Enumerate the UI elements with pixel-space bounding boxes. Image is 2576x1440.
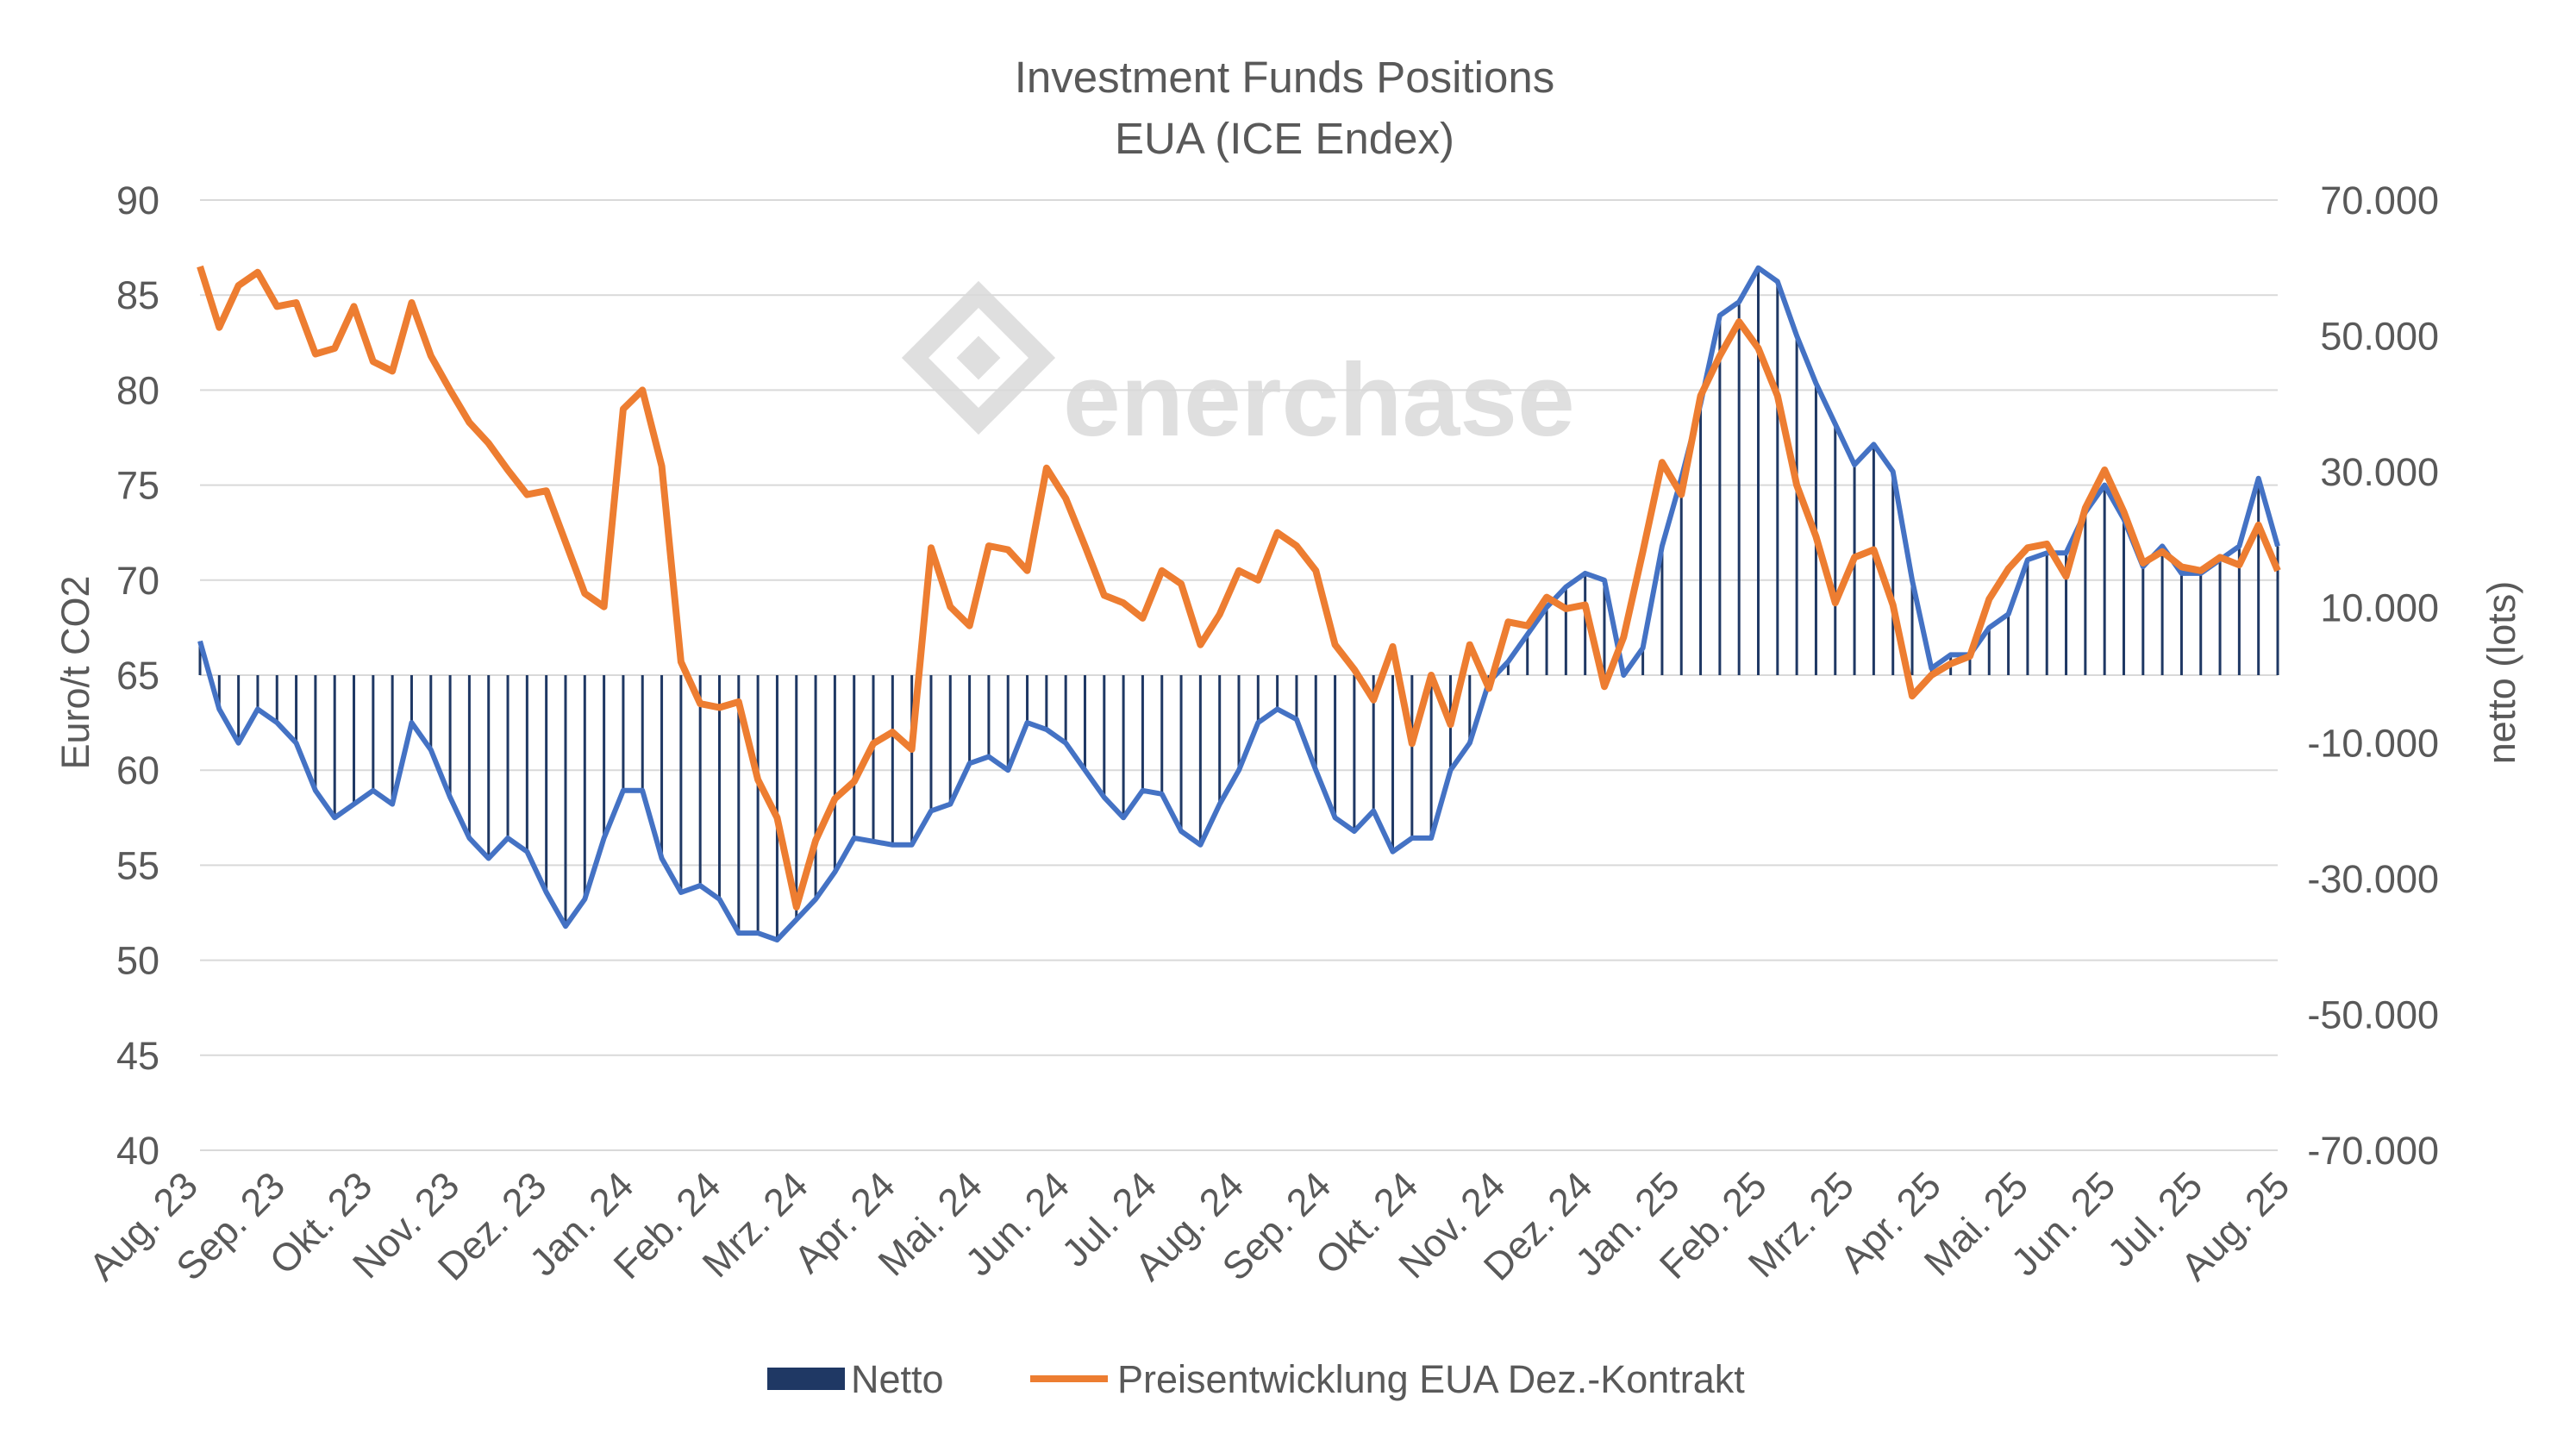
netto-bars: [198, 267, 2279, 940]
series-lines: [197, 265, 2281, 942]
right-tick-label: 70.000: [2320, 178, 2439, 222]
right-axis-title: netto (lots): [2479, 581, 2523, 765]
left-tick-label: 50: [116, 939, 159, 983]
enerchase-logo-wordmark: enerchase: [1063, 342, 1575, 458]
legend-netto-label: Netto: [851, 1357, 944, 1401]
left-tick-label: 75: [116, 464, 159, 508]
right-tick-label: 50.000: [2320, 314, 2439, 358]
left-tick-label: 85: [116, 273, 159, 317]
chart-title-line-1: Investment Funds Positions: [1015, 53, 1554, 102]
left-tick-label: 40: [116, 1129, 159, 1173]
right-tick-label: -10.000: [2307, 722, 2439, 766]
left-tick-label: 65: [116, 654, 159, 698]
price-line: [197, 265, 2281, 911]
left-tick-label: 60: [116, 748, 159, 792]
left-tick-label: 55: [116, 843, 159, 887]
right-axis-ticks: -70.000 -50.000 -30.000 -10.000 10.000 30.000…: [2307, 178, 2439, 1173]
left-tick-label: 90: [116, 178, 159, 222]
left-axis-ticks: 40 45 50 55 60 65 70 75 80 85 90: [116, 178, 159, 1173]
netto-line: [197, 265, 2280, 942]
right-tick-label: 30.000: [2320, 450, 2439, 494]
legend-netto-swatch: [767, 1368, 845, 1390]
legend: Netto Preisentwicklung EUA Dez.-Kontrakt: [767, 1357, 1745, 1401]
right-tick-label: -50.000: [2307, 993, 2439, 1037]
left-tick-label: 70: [116, 559, 159, 603]
right-tick-label: -70.000: [2307, 1129, 2439, 1173]
right-tick-label: 10.000: [2320, 585, 2439, 629]
right-tick-label: -30.000: [2307, 857, 2439, 901]
chart-title-line-2: EUA (ICE Endex): [1115, 114, 1454, 163]
enerchase-logo: enerchase: [901, 280, 1575, 458]
left-axis-title: Euro/t CO2: [53, 575, 97, 769]
left-tick-label: 80: [116, 368, 159, 412]
legend-price-label: Preisentwicklung EUA Dez.-Kontrakt: [1117, 1357, 1745, 1401]
left-tick-label: 45: [116, 1034, 159, 1078]
